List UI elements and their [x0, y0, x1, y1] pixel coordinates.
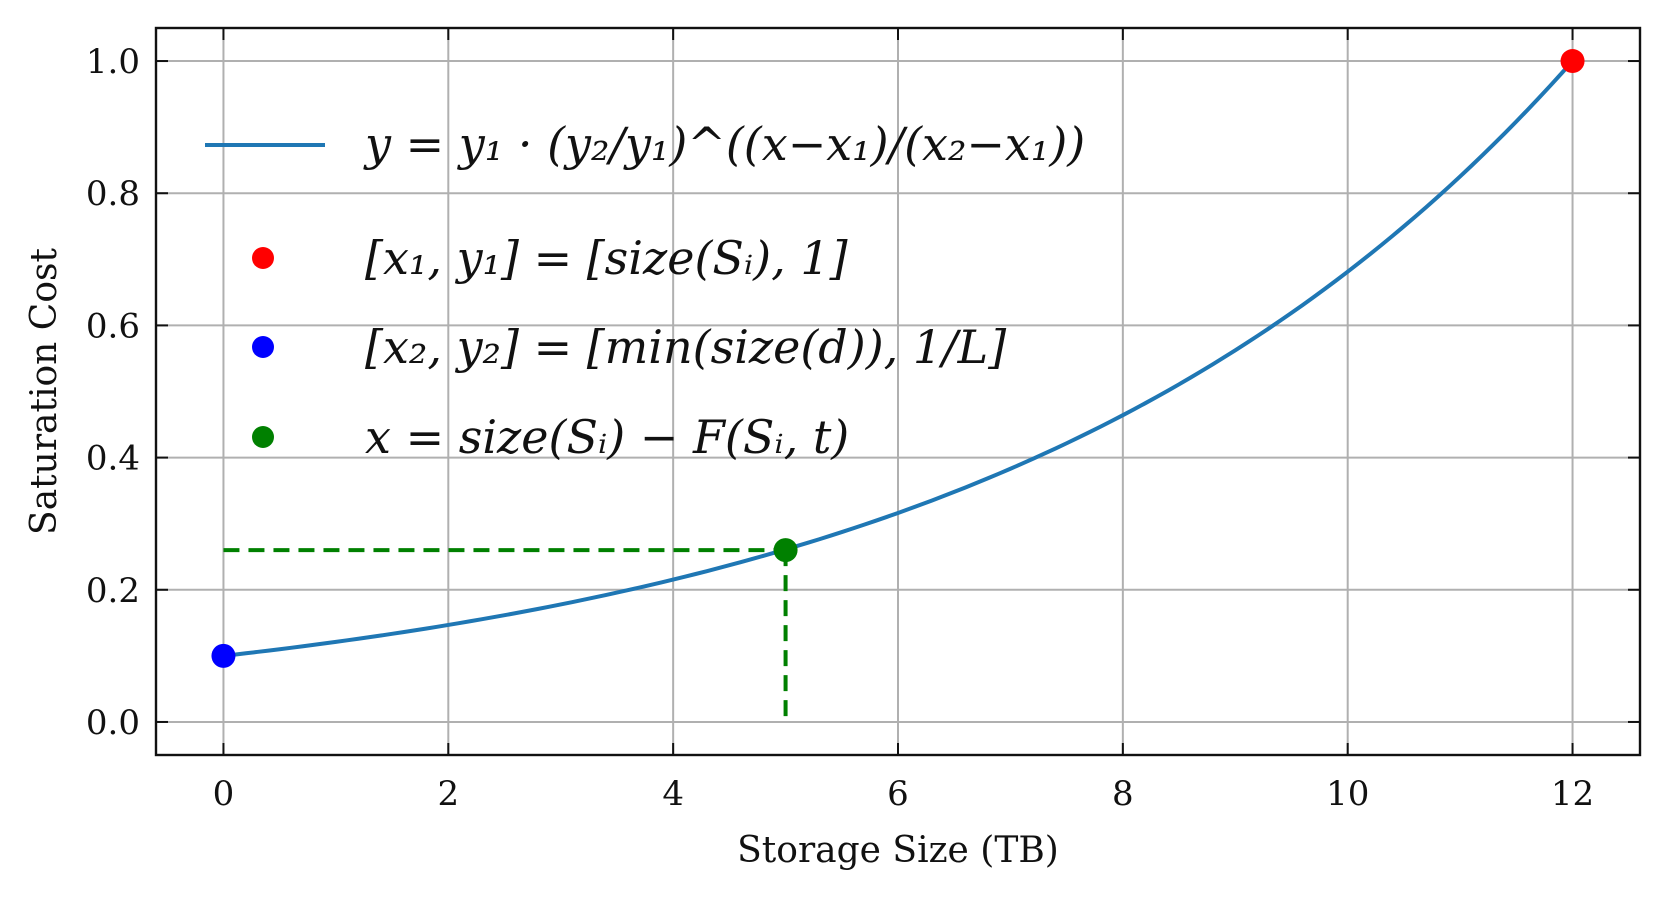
y-tick-label: 0.6: [86, 306, 140, 346]
legend: y = y₁ · (y₂/y₁)^((x−x₁)/(x₂−x₁)) [x₁, y…: [205, 117, 1085, 464]
x-tick-label: 2: [437, 774, 459, 814]
x-tick-label: 6: [887, 774, 909, 814]
y-axis-label: Saturation Cost: [24, 248, 65, 535]
data-point: [1560, 49, 1585, 74]
y-tick-label: 1.0: [86, 42, 140, 82]
x-tick-label: 8: [1112, 774, 1134, 814]
grid: [156, 28, 1640, 755]
x-tick-label: 10: [1326, 774, 1369, 814]
data-point: [211, 643, 236, 668]
legend-swatch-red-point: [252, 247, 274, 269]
y-tick-label: 0.8: [86, 174, 140, 214]
x-axis-label: Storage Size (TB): [737, 830, 1059, 871]
legend-entry-red-point: [x₁, y₁] = [size(Sᵢ), 1]: [365, 231, 848, 285]
y-tick-label: 0.0: [86, 703, 140, 743]
curve-line: [223, 59, 1575, 658]
reference-lines: [223, 548, 788, 722]
tick-labels: 0 2 4 6 8 10 12 0.0 0.2 0.4 0.6 0.8 1.0: [86, 42, 1594, 814]
ticks: [156, 28, 1640, 755]
data-point: [773, 538, 798, 563]
legend-entry-curve: y = y₁ · (y₂/y₁)^((x−x₁)/(x₂−x₁)): [363, 117, 1085, 171]
legend-entry-green-point: x = size(Sᵢ) − F(Sᵢ, t): [365, 410, 849, 464]
legend-entry-blue-point: [x₂, y₂] = [min(size(d)), 1/L]: [365, 320, 1006, 374]
series: [211, 49, 1585, 668]
legend-swatch-blue-point: [252, 336, 274, 358]
x-tick-label: 12: [1551, 774, 1594, 814]
y-tick-label: 0.2: [86, 571, 140, 611]
x-tick-label: 0: [213, 774, 235, 814]
legend-swatch-green-point: [252, 426, 274, 448]
y-tick-label: 0.4: [86, 439, 140, 479]
x-tick-label: 4: [662, 774, 684, 814]
